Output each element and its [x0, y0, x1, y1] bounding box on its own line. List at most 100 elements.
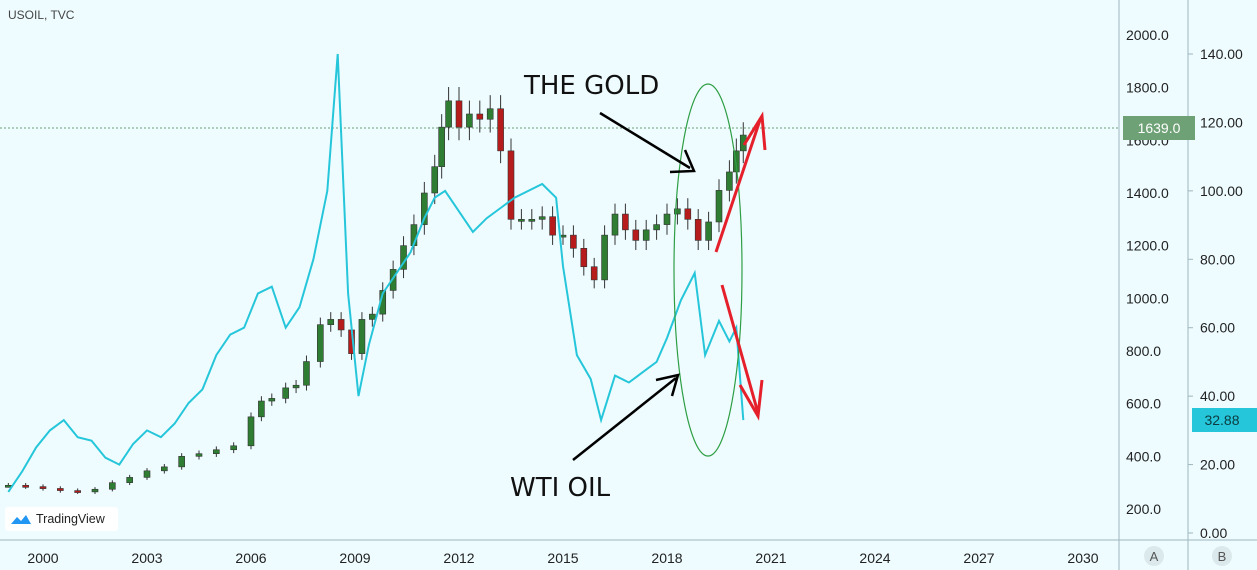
gold-candle	[389, 269, 397, 291]
gold-candle	[622, 213, 629, 231]
gold-candle	[590, 266, 598, 281]
oil-arrow-head	[655, 373, 680, 397]
gold-candle	[74, 490, 81, 493]
gold-candle	[663, 213, 671, 225]
gold-candle	[466, 113, 473, 128]
right-axis-tick: 100.00	[1200, 183, 1243, 199]
oil-last-price-tag	[1192, 408, 1257, 432]
left-axis-ticks: 2000.01800.01600.01400.01200.01000.0800.…	[1126, 27, 1169, 517]
time-axis-tick: 2012	[443, 550, 474, 566]
oil-arrow-line	[572, 377, 677, 461]
time-axis-tick: 2000	[27, 550, 58, 566]
gold-candle	[230, 445, 237, 451]
red-up-arrow-line	[714, 119, 762, 253]
gold-candle	[317, 324, 324, 362]
gold-last-price: 1639.0	[1138, 120, 1181, 136]
oil-series-line	[7, 53, 745, 493]
right-axis-tick: 0.00	[1200, 525, 1227, 541]
oil-annotation: WTI OIL	[510, 473, 611, 503]
left-axis-tick: 2000.0	[1126, 27, 1169, 43]
gold-candle	[438, 126, 445, 167]
right-axis-ticks: 140.00 120.00 100.00 80.00 60.00 40.00 20.00 0.…	[1188, 46, 1243, 541]
gold-candle	[178, 456, 185, 468]
time-axis-tick: 2006	[235, 550, 266, 566]
left-axis-tick: 1800.0	[1126, 80, 1169, 96]
gold-candle	[570, 234, 577, 249]
oil-last-price: 32.88	[1204, 412, 1239, 428]
tradingview-watermark[interactable]: TradingView	[5, 507, 118, 531]
gold-last-price-tag	[1123, 116, 1195, 140]
gold-candle	[518, 219, 525, 222]
time-axis-tick: 2030	[1067, 550, 1098, 566]
gold-candle	[421, 192, 428, 225]
gold-candle	[715, 190, 723, 223]
gold-arrow-head	[669, 149, 696, 174]
gold-candle	[726, 171, 733, 191]
time-axis-tick: 2009	[339, 550, 370, 566]
scale-a-label: A	[1150, 549, 1159, 564]
gold-annotation: THE GOLD	[523, 71, 659, 101]
left-axis-tick: 1000.0	[1126, 290, 1169, 306]
red-down-arrow-line	[720, 284, 760, 414]
left-axis-tick: 600.0	[1126, 396, 1161, 412]
gold-candle	[303, 361, 310, 386]
gold-candle	[476, 113, 484, 120]
gold-candle	[282, 387, 289, 399]
scale-b-label: B	[1218, 549, 1227, 564]
gold-candle	[22, 484, 29, 488]
time-axis-tick: 2024	[859, 550, 890, 566]
left-axis-tick: 1400.0	[1126, 185, 1169, 201]
gold-candle	[705, 221, 712, 241]
left-axis-tick: 1200.0	[1126, 238, 1169, 254]
gold-candle	[528, 219, 536, 222]
gold-candle	[632, 229, 640, 241]
right-axis-tick: 40.00	[1200, 388, 1235, 404]
gold-candle	[694, 219, 702, 241]
highlight-ellipse	[673, 83, 743, 457]
gold-candle	[337, 319, 345, 331]
gold-candle	[549, 216, 556, 236]
scale-a-button[interactable]	[1144, 546, 1164, 566]
gold-candle	[674, 208, 681, 215]
right-axis-tick: 80.00	[1200, 251, 1235, 267]
gold-candle	[195, 453, 203, 457]
gold-candle	[126, 477, 133, 483]
gold-candle	[486, 108, 494, 120]
gold-arrow-line	[599, 111, 691, 170]
plot-series	[5, 53, 747, 494]
gold-candle	[292, 384, 300, 389]
right-axis-tick: 120.00	[1200, 114, 1243, 130]
gold-candle	[684, 208, 692, 220]
gold-candle	[39, 486, 47, 489]
red-down-arrow-head	[738, 379, 764, 421]
gold-candle	[143, 470, 151, 478]
left-axis-tick: 800.0	[1126, 343, 1161, 359]
gold-candle	[369, 313, 376, 320]
gold-candle	[358, 319, 366, 354]
scale-b-button[interactable]	[1212, 546, 1232, 566]
right-axis-tick: 140.00	[1200, 46, 1243, 62]
gold-candle	[258, 400, 265, 418]
gold-candle	[431, 166, 439, 194]
right-axis-tick: 20.00	[1200, 457, 1235, 473]
gold-candle	[327, 319, 335, 325]
left-axis-tick: 200.0	[1126, 501, 1161, 517]
gold-candle	[247, 416, 255, 447]
right-axis-tick: 60.00	[1200, 320, 1235, 336]
gold-candle	[213, 449, 220, 454]
gold-candle	[580, 248, 588, 268]
left-axis-tick: 400.0	[1126, 448, 1161, 464]
time-axis-ticks: 2000 2003 2006 2009 2012 2015 2018 2021 2024 2027…	[27, 550, 1098, 566]
gold-candle	[161, 466, 168, 472]
red-up-arrow-head	[742, 111, 767, 151]
gold-candle	[445, 100, 452, 128]
tradingview-logo-icon	[11, 515, 31, 524]
gold-candle	[268, 398, 276, 402]
gold-candle	[642, 229, 650, 241]
watermark-label: TradingView	[36, 512, 105, 526]
gold-candle	[507, 150, 515, 220]
time-axis-tick: 2021	[755, 550, 786, 566]
time-axis-tick: 2015	[547, 550, 578, 566]
